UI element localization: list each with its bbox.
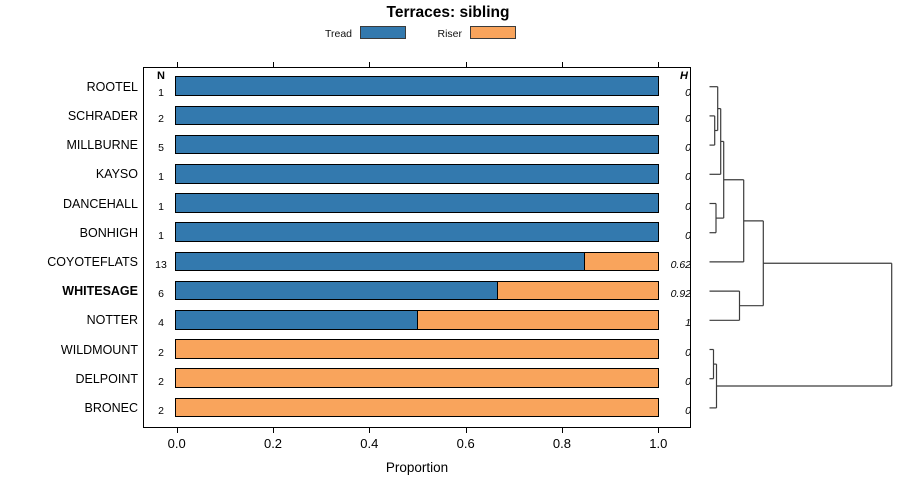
legend-label-tread: Tread [324,28,352,40]
x-tick [658,427,660,433]
n-value: 2 [158,404,164,417]
x-tick [465,427,467,433]
category-label: WHITESAGE [62,284,138,299]
category-label: BRONEC [84,400,138,415]
h-value: 0 [685,112,691,125]
category-label: SCHRADER [67,108,138,123]
proportion-bar [175,251,659,272]
category-label: COYOTEFLATS [47,254,138,269]
x-tick-top [369,62,371,68]
category-label: DELPOINT [75,371,138,386]
x-tick-label: 1.0 [649,435,668,451]
n-value: 2 [158,346,164,359]
chart-title: Terraces: sibling [386,4,510,21]
category-label: BONHIGH [79,225,138,240]
h-value: 0.92 [670,288,691,301]
bar-segment-riser [583,252,658,271]
x-tick-top [465,62,467,68]
bar-segment-tread [176,165,658,183]
h-value: 0 [685,171,691,184]
proportion-bar [175,310,659,330]
n-value: 2 [158,112,164,125]
category-label: KAYSO [95,167,138,182]
x-tick-label: 0.6 [456,435,475,451]
n-value: 6 [158,288,164,301]
proportion-bar [175,222,659,242]
x-tick-label: 0.4 [360,435,379,451]
category-label: DANCEHALL [62,196,138,211]
bar-segment-riser [416,311,658,329]
x-tick [561,427,563,433]
bar-segment-tread [176,223,658,241]
h-value: 0 [685,200,691,213]
legend-swatch-tread [360,26,406,39]
bar-segment-riser [176,398,658,417]
x-tick-top [176,62,178,68]
bar-segment-tread [176,194,658,212]
bar-segment-tread [176,135,658,154]
x-tick [176,427,178,433]
bar-segment-riser [176,340,658,358]
x-tick-top [273,62,275,68]
x-tick-label: 0.8 [552,435,571,451]
bar-segment-riser [176,369,658,387]
h-value: 1 [685,317,691,330]
proportion-bar [175,397,659,418]
proportion-bar [175,280,659,301]
n-value: 2 [158,375,164,388]
bar-segment-tread [176,281,498,300]
h-column-header: H [680,70,688,82]
bar-segment-tread [176,106,658,125]
h-value: 0 [685,404,691,417]
proportion-bar [175,164,659,184]
proportion-bar [175,105,659,126]
h-value: 0 [685,142,691,155]
bar-segment-tread [176,252,584,271]
n-column-header: N [157,70,165,82]
x-tick-label: 0.2 [263,435,283,451]
h-value: 0 [685,229,691,242]
proportion-bar [175,134,659,155]
bar-segment-tread [176,77,658,95]
proportion-bar [175,339,659,359]
x-tick-top [561,62,563,68]
n-value: 4 [158,317,164,330]
category-label: NOTTER [86,313,138,328]
proportion-bar [175,368,659,388]
x-tick-label: 0.0 [167,435,186,451]
h-value: 0 [685,87,691,100]
h-value: 0 [685,375,691,388]
bar-segment-tread [176,311,417,329]
proportion-bar [175,76,659,96]
n-value: 1 [158,87,164,100]
x-tick-top [658,62,660,68]
n-value: 1 [158,229,164,242]
proportion-bar [175,193,659,213]
category-label: MILLBURNE [66,138,138,153]
plot-box [143,67,691,428]
x-tick [369,427,371,433]
bar-segment-riser [497,281,658,300]
n-value: 1 [158,171,164,184]
h-value: 0.62 [670,258,691,271]
x-tick [273,427,275,433]
n-value: 13 [155,258,167,271]
n-value: 1 [158,200,164,213]
legend-label-riser: Riser [437,28,462,40]
legend-swatch-riser [470,26,516,39]
h-value: 0 [685,346,691,359]
x-axis-label: Proportion [385,460,449,475]
category-label: ROOTEL [86,79,138,94]
n-value: 5 [158,142,164,155]
category-label: WILDMOUNT [60,342,138,357]
